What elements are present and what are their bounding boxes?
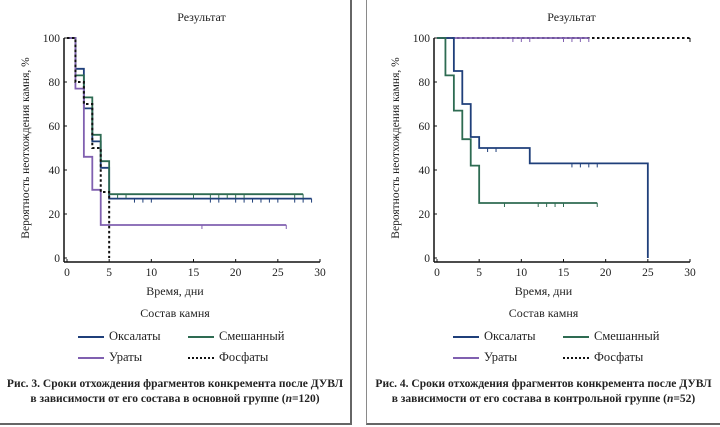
y-axis-label: Вероятность неотхождения камня, % <box>20 57 32 239</box>
series-line-oxalates <box>437 37 649 258</box>
legend-label: Фосфаты <box>594 350 644 364</box>
series-line-mixed <box>437 37 598 204</box>
chart-title: Результат <box>547 10 596 24</box>
legend-swatch-oxalates <box>78 335 104 338</box>
y-tick-label: 20 <box>419 209 431 221</box>
legend-swatch-mixed <box>563 335 589 338</box>
x-tick-label: 30 <box>684 267 696 279</box>
y-tick-label: 0 <box>54 253 60 265</box>
y-tick-label: 0 <box>424 253 430 265</box>
y-tick-label: 40 <box>419 165 431 177</box>
legend-label: Ураты <box>109 350 143 364</box>
y-tick-label: 100 <box>413 33 431 45</box>
x-tick-label: 10 <box>146 267 158 279</box>
legend-label: Оксалаты <box>484 329 536 343</box>
series-line-mixed <box>67 37 304 196</box>
legend-swatch-oxalates <box>453 335 479 338</box>
legend-label: Фосфаты <box>219 350 269 364</box>
x-tick-label: 0 <box>434 267 440 279</box>
y-tick-label: 80 <box>419 77 431 89</box>
figure-caption: Рис. 4. Сроки отхождения фрагментов конк… <box>367 377 720 407</box>
y-tick-label: 20 <box>49 209 61 221</box>
caption-line-1: Рис. 3. Сроки отхождения фрагментов конк… <box>6 378 344 390</box>
figure-3-panel: Результат Вероятность неотхождения камня,… <box>0 0 352 425</box>
caption-line-2: в зависимости от его состава в основной … <box>30 393 320 405</box>
legend-swatch-phosphates <box>563 356 589 359</box>
y-tick-label: 40 <box>49 165 61 177</box>
legend-swatch-urates <box>78 356 104 359</box>
legend-item-mixed: Смешанный <box>563 329 659 344</box>
x-tick-label: 20 <box>230 267 242 279</box>
x-tick-label: 0 <box>64 267 70 279</box>
figure-4-chart: Результат Вероятность неотхождения камня,… <box>390 10 696 279</box>
x-tick-label: 15 <box>188 267 200 279</box>
x-tick-label: 25 <box>272 267 284 279</box>
legend-title: Состав камня <box>140 306 210 320</box>
y-tick-label: 80 <box>49 77 61 89</box>
x-tick-label: 15 <box>558 267 570 279</box>
series-line-urates <box>67 37 287 226</box>
series-line-phosphates <box>67 37 111 258</box>
legend-item-phosphates: Фосфаты <box>563 350 643 365</box>
legend-label: Оксалаты <box>109 329 161 343</box>
x-axis-label: Время, дни <box>514 284 573 298</box>
caption-line-2: в зависимости от его состава в контрольн… <box>391 393 696 405</box>
caption-line-1: Рис. 4. Сроки отхождения фрагментов конк… <box>375 378 712 390</box>
y-tick-label: 100 <box>43 33 61 45</box>
legend-label: Ураты <box>484 350 518 364</box>
legend-item-oxalates: Оксалаты <box>78 329 160 344</box>
legend-item-urates: Ураты <box>78 350 142 365</box>
y-axis-label: Вероятность неотхождения камня, % <box>390 57 402 239</box>
legend-item-urates: Ураты <box>453 350 517 365</box>
y-tick-label: 60 <box>419 121 431 133</box>
x-tick-label: 25 <box>642 267 654 279</box>
y-tick-label: 60 <box>49 121 61 133</box>
chart-title: Результат <box>177 10 226 24</box>
legend-title: Состав камня <box>508 306 579 320</box>
legend-swatch-phosphates <box>188 356 214 359</box>
x-tick-label: 30 <box>314 267 326 279</box>
x-axis-label: Время, дни <box>146 284 204 298</box>
legend-swatch-urates <box>453 356 479 359</box>
legend-swatch-mixed <box>188 335 214 338</box>
x-tick-label: 20 <box>600 267 612 279</box>
x-tick-label: 5 <box>476 267 482 279</box>
legend-item-phosphates: Фосфаты <box>188 350 268 365</box>
legend-item-mixed: Смешанный <box>188 329 284 344</box>
x-tick-label: 5 <box>106 267 112 279</box>
legend-label: Смешанный <box>219 329 285 343</box>
x-tick-label: 10 <box>516 267 528 279</box>
legend-item-oxalates: Оксалаты <box>453 329 535 344</box>
legend-label: Смешанный <box>594 329 660 343</box>
figure-caption: Рис. 3. Сроки отхождения фрагментов конк… <box>0 377 350 407</box>
series-line-oxalates <box>67 37 312 200</box>
figure-4-panel: Результат Вероятность неотхождения камня,… <box>366 0 720 425</box>
figure-3-chart: Результат Вероятность неотхождения камня,… <box>20 10 326 279</box>
